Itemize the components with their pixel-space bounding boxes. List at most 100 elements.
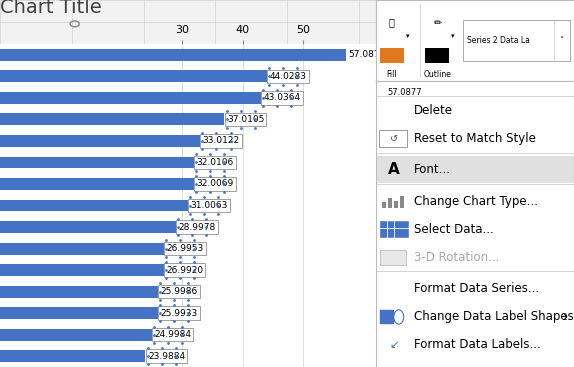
Point xyxy=(293,73,302,79)
Point xyxy=(189,254,199,260)
Text: Font...: Font... xyxy=(414,163,451,177)
Point xyxy=(200,195,209,200)
Point xyxy=(205,189,215,195)
Text: 25.9933: 25.9933 xyxy=(160,309,197,318)
Text: Select Data...: Select Data... xyxy=(414,223,493,236)
Point xyxy=(161,275,170,281)
Bar xyxy=(0,178,194,190)
Text: Change Chart Type...: Change Chart Type... xyxy=(414,195,537,208)
Point xyxy=(226,130,235,136)
Text: Outline: Outline xyxy=(424,70,451,79)
Point xyxy=(169,302,179,308)
Text: 57.0877: 57.0877 xyxy=(388,88,422,97)
Point xyxy=(169,280,179,286)
Text: A: A xyxy=(388,163,400,178)
Point xyxy=(173,224,183,230)
Point xyxy=(197,138,207,144)
Point xyxy=(185,211,195,217)
Point xyxy=(220,189,229,195)
Point xyxy=(157,345,166,351)
Point xyxy=(192,173,201,179)
Bar xyxy=(380,48,404,63)
Point xyxy=(201,224,211,230)
Point xyxy=(189,246,199,251)
Point xyxy=(286,95,296,101)
Point xyxy=(163,324,172,330)
Point xyxy=(143,345,152,351)
Point xyxy=(273,87,282,92)
Bar xyxy=(0,264,164,276)
Point xyxy=(286,87,296,92)
Point xyxy=(214,211,223,217)
Text: Delete: Delete xyxy=(414,104,452,117)
Point xyxy=(173,232,183,238)
Text: ↺: ↺ xyxy=(390,134,398,143)
Point xyxy=(265,73,274,79)
FancyBboxPatch shape xyxy=(463,20,570,61)
Point xyxy=(143,361,152,367)
Bar xyxy=(0,49,346,61)
Point xyxy=(175,254,184,260)
Point xyxy=(214,203,223,208)
FancyBboxPatch shape xyxy=(379,250,406,265)
Point xyxy=(250,116,259,122)
Point xyxy=(205,168,215,174)
Text: 28.9978: 28.9978 xyxy=(179,222,215,232)
Point xyxy=(189,237,199,243)
Point xyxy=(273,103,282,109)
Point xyxy=(183,297,192,303)
Text: 🖐: 🖐 xyxy=(389,18,395,28)
Point xyxy=(250,108,259,114)
Point xyxy=(143,353,152,359)
Point xyxy=(155,297,164,303)
Point xyxy=(155,319,164,324)
Point xyxy=(189,267,199,273)
Bar xyxy=(376,156,574,183)
FancyBboxPatch shape xyxy=(380,310,394,324)
Point xyxy=(192,168,201,174)
Text: 44.0283: 44.0283 xyxy=(269,72,307,81)
Point xyxy=(293,81,302,87)
Point xyxy=(200,211,209,217)
Point xyxy=(201,216,211,222)
Point xyxy=(258,95,267,101)
Point xyxy=(149,332,158,338)
Point xyxy=(183,289,192,295)
Point xyxy=(220,181,229,187)
Text: ✏: ✏ xyxy=(433,18,441,28)
Point xyxy=(177,324,187,330)
Bar xyxy=(0,307,158,319)
Text: ›: › xyxy=(563,310,568,324)
Point xyxy=(183,302,192,308)
Text: Format Data Labels...: Format Data Labels... xyxy=(414,338,540,352)
Bar xyxy=(0,157,194,168)
Point xyxy=(149,340,158,346)
Point xyxy=(149,324,158,330)
Point xyxy=(222,116,231,122)
Bar xyxy=(0,135,200,147)
Point xyxy=(258,87,267,92)
Point xyxy=(175,237,184,243)
Text: 32.0069: 32.0069 xyxy=(196,179,234,189)
Point xyxy=(175,275,184,281)
Point xyxy=(278,81,288,87)
Point xyxy=(161,246,170,251)
Text: Change Data Label Shapes: Change Data Label Shapes xyxy=(414,310,573,323)
Circle shape xyxy=(394,310,404,324)
Text: Series 2 Data La: Series 2 Data La xyxy=(467,36,530,45)
Point xyxy=(171,353,180,359)
Point xyxy=(185,203,195,208)
Point xyxy=(157,361,166,367)
Bar xyxy=(0,221,176,233)
Point xyxy=(161,267,170,273)
Point xyxy=(197,130,207,136)
Bar xyxy=(0,200,188,211)
Point xyxy=(171,361,180,367)
Text: 26.9920: 26.9920 xyxy=(166,266,203,275)
Point xyxy=(205,151,215,157)
Point xyxy=(189,275,199,281)
Point xyxy=(192,151,201,157)
Point xyxy=(188,216,197,222)
Point xyxy=(155,289,164,295)
Text: 57.0877: 57.0877 xyxy=(348,50,386,59)
